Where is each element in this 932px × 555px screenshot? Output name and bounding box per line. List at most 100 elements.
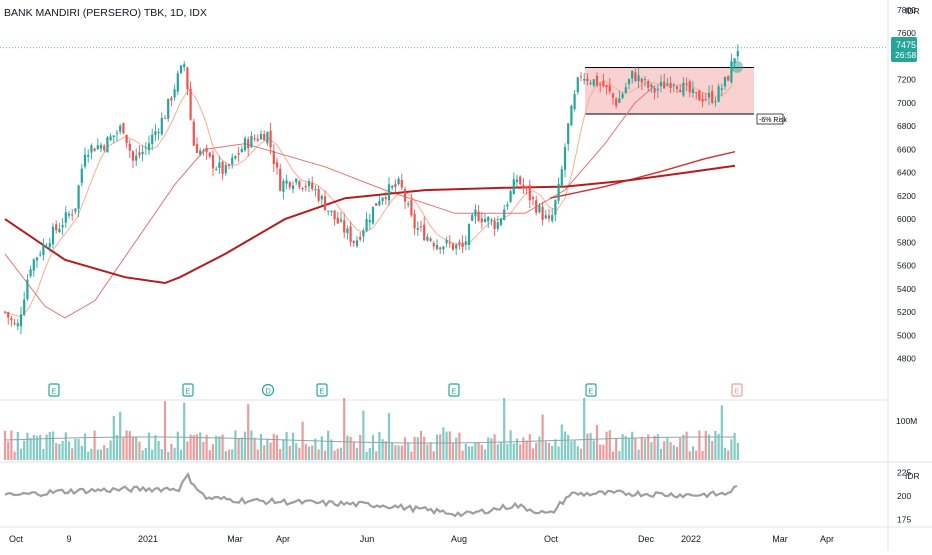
volume-bar [496, 444, 499, 460]
candle-body [400, 179, 403, 188]
candle-body [83, 154, 87, 167]
volume-bar [215, 435, 218, 460]
volume-bar [400, 445, 403, 460]
candle-body [647, 81, 650, 88]
candle-body [650, 84, 653, 87]
volume-bar [90, 448, 93, 460]
volume-bar [541, 414, 544, 460]
candle-body [608, 85, 611, 92]
volume-bar [51, 431, 55, 460]
candle-body [189, 88, 192, 120]
earnings-marker[interactable]: E [448, 383, 460, 397]
volume-axis-label: 100M [896, 416, 917, 426]
volume-bar [387, 413, 391, 460]
indicator-axis-currency: IDR [905, 471, 920, 481]
candle-body [349, 226, 352, 242]
price-tick-label: 7800 [897, 5, 916, 15]
volume-bar [307, 446, 311, 460]
indicator-axis[interactable]: 225 200 175 [897, 468, 911, 525]
volume-bar [368, 448, 371, 460]
candle-body [48, 243, 51, 248]
candle-body [711, 91, 714, 103]
volume-bar [551, 445, 554, 460]
volume-bar [669, 442, 672, 460]
time-axis[interactable]: Oct 9 2021 Mar Apr Jun Aug Oct Dec 2022 Mar Apr [9, 534, 834, 544]
candle-body [547, 215, 551, 219]
candle-body [157, 131, 160, 133]
candle-body [560, 169, 563, 186]
candle-body [208, 152, 211, 157]
volume-bar [339, 447, 343, 460]
volume-bar [291, 432, 295, 460]
chart-title: BANK MANDIRI (PERSERO) TBK, 1D, IDX [4, 7, 207, 19]
candle-body [736, 50, 739, 57]
candle-body [592, 79, 595, 86]
candle-body [730, 61, 733, 83]
volume-bar [99, 449, 103, 460]
time-tick-label: Apr [820, 534, 834, 544]
risk-label[interactable]: -6% Risk [756, 113, 788, 125]
candle-body [19, 314, 23, 327]
price-tick-label: 6400 [897, 168, 916, 178]
volume-bar [675, 446, 679, 460]
candle-body [343, 220, 346, 233]
volume-bar [397, 445, 400, 460]
current-price-marker[interactable] [731, 60, 743, 73]
candle-body [688, 81, 691, 93]
risk-zone-rect[interactable] [585, 67, 754, 114]
svg-text:E: E [734, 387, 739, 396]
candle-body [352, 240, 355, 244]
volume-bar [416, 437, 419, 460]
svg-text:E: E [451, 387, 456, 396]
candle-body [279, 168, 282, 191]
candle-body [458, 242, 461, 245]
candle-body [611, 93, 615, 98]
risk-box[interactable] [585, 66, 754, 115]
candle-body [487, 217, 490, 222]
last-price-label: 7475 26:58 [891, 37, 917, 62]
indicator-line [4, 471, 738, 518]
volume-bar [256, 449, 259, 460]
volume-bar [355, 447, 359, 460]
volume-bar [128, 431, 131, 460]
candle-body [147, 143, 151, 151]
candle-body [474, 209, 477, 217]
earnings-marker[interactable]: E [585, 383, 597, 397]
price-tick-label: 6000 [897, 214, 916, 224]
dividend-marker[interactable]: D [261, 383, 275, 397]
volume-bar [640, 436, 643, 460]
volume-bar [477, 442, 480, 460]
volume-bar [151, 449, 154, 460]
candle-body [64, 212, 67, 223]
earnings-marker[interactable]: E [182, 383, 194, 397]
volume-bar [304, 443, 307, 460]
earnings-marker[interactable]: E [731, 383, 743, 397]
volume-bar [531, 448, 535, 460]
candle-body [330, 210, 333, 212]
candle-body [403, 189, 407, 202]
volume-bar [269, 442, 272, 460]
volume-bar [16, 431, 19, 460]
volume-bar [138, 441, 141, 460]
volume-bar [602, 444, 605, 460]
candle-body [192, 121, 195, 146]
time-tick-label: Mar [772, 534, 788, 544]
candle-body [659, 81, 663, 87]
volume-bar [71, 448, 74, 460]
price-tick-label: 5600 [897, 261, 916, 271]
volume-bar [23, 440, 26, 460]
candle-body [538, 205, 541, 213]
volume-bar [80, 446, 83, 460]
time-tick-label: Dec [638, 534, 655, 544]
earnings-marker[interactable]: E [316, 383, 328, 397]
earnings-marker[interactable]: E [48, 383, 60, 397]
time-tick-label: 2021 [138, 534, 158, 544]
candle-body [141, 151, 144, 154]
candle-body [103, 145, 106, 150]
candle-body [631, 70, 634, 79]
volume-bar [243, 431, 247, 460]
volume-bar [87, 451, 90, 460]
